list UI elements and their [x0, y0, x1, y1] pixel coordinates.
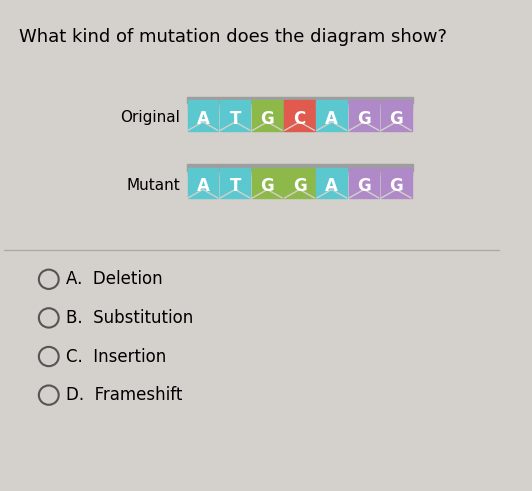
- Bar: [381, 168, 412, 198]
- Bar: [252, 100, 282, 131]
- Text: G: G: [293, 177, 306, 195]
- Text: B.  Substitution: B. Substitution: [66, 309, 193, 327]
- Text: A: A: [196, 110, 209, 128]
- Polygon shape: [396, 190, 412, 198]
- Bar: [381, 103, 412, 109]
- Bar: [348, 100, 379, 131]
- Bar: [284, 100, 315, 131]
- Bar: [317, 168, 347, 198]
- Bar: [220, 100, 251, 131]
- Bar: [348, 168, 379, 198]
- Text: C.  Insertion: C. Insertion: [66, 348, 167, 365]
- Polygon shape: [332, 190, 347, 198]
- Bar: [252, 103, 282, 109]
- Bar: [284, 168, 315, 198]
- Polygon shape: [348, 190, 364, 198]
- Polygon shape: [332, 122, 347, 131]
- Polygon shape: [381, 190, 396, 198]
- Polygon shape: [252, 122, 267, 131]
- Polygon shape: [284, 190, 300, 198]
- Text: What kind of mutation does the diagram show?: What kind of mutation does the diagram s…: [19, 28, 447, 46]
- Text: G: G: [261, 110, 274, 128]
- Text: Mutant: Mutant: [127, 178, 180, 192]
- Bar: [317, 100, 347, 131]
- Bar: [284, 171, 315, 176]
- Bar: [188, 168, 218, 198]
- Polygon shape: [300, 122, 315, 131]
- Text: G: G: [389, 177, 403, 195]
- Text: T: T: [229, 177, 241, 195]
- Polygon shape: [348, 122, 364, 131]
- Bar: [381, 171, 412, 176]
- Polygon shape: [364, 190, 379, 198]
- Bar: [188, 103, 218, 109]
- Text: A: A: [326, 110, 338, 128]
- Bar: [317, 171, 347, 176]
- Bar: [252, 168, 282, 198]
- Text: A.  Deletion: A. Deletion: [66, 270, 163, 288]
- Bar: [220, 168, 251, 198]
- Bar: [348, 171, 379, 176]
- Bar: [188, 171, 218, 176]
- Text: C: C: [294, 110, 306, 128]
- Text: G: G: [389, 110, 403, 128]
- Polygon shape: [300, 190, 315, 198]
- Text: D.  Frameshift: D. Frameshift: [66, 386, 182, 404]
- Bar: [188, 100, 218, 131]
- Polygon shape: [364, 122, 379, 131]
- Polygon shape: [188, 190, 203, 198]
- Bar: [220, 103, 251, 109]
- Polygon shape: [235, 190, 251, 198]
- Text: G: G: [261, 177, 274, 195]
- Polygon shape: [317, 190, 332, 198]
- Polygon shape: [188, 122, 203, 131]
- Polygon shape: [381, 122, 396, 131]
- Text: G: G: [357, 177, 371, 195]
- Polygon shape: [235, 122, 251, 131]
- Text: A: A: [326, 177, 338, 195]
- Bar: [220, 171, 251, 176]
- Polygon shape: [203, 122, 218, 131]
- Polygon shape: [396, 122, 412, 131]
- Polygon shape: [220, 190, 235, 198]
- Bar: [381, 100, 412, 131]
- Bar: [284, 103, 315, 109]
- Text: T: T: [229, 110, 241, 128]
- Polygon shape: [203, 190, 218, 198]
- Polygon shape: [220, 122, 235, 131]
- Text: A: A: [196, 177, 209, 195]
- Text: G: G: [357, 110, 371, 128]
- Bar: [187, 97, 412, 103]
- Polygon shape: [284, 122, 300, 131]
- Bar: [317, 103, 347, 109]
- Polygon shape: [267, 190, 282, 198]
- Polygon shape: [252, 190, 267, 198]
- Bar: [252, 171, 282, 176]
- Bar: [187, 164, 412, 171]
- Text: Original: Original: [120, 110, 180, 125]
- Bar: [348, 103, 379, 109]
- Polygon shape: [267, 122, 282, 131]
- Polygon shape: [317, 122, 332, 131]
